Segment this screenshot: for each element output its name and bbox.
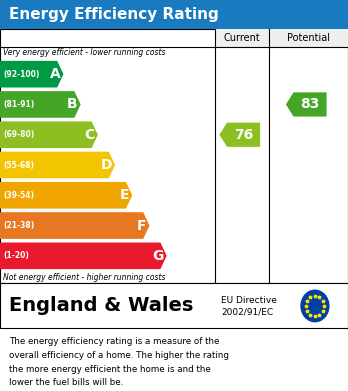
Bar bbox=[215, 29, 348, 47]
Bar bbox=[0, 283, 348, 328]
Text: (39-54): (39-54) bbox=[3, 191, 34, 200]
Text: (21-38): (21-38) bbox=[3, 221, 35, 230]
Polygon shape bbox=[286, 92, 326, 117]
Text: lower the fuel bills will be.: lower the fuel bills will be. bbox=[9, 378, 123, 387]
Text: Not energy efficient - higher running costs: Not energy efficient - higher running co… bbox=[3, 273, 165, 282]
Text: (92-100): (92-100) bbox=[3, 70, 40, 79]
Text: (69-80): (69-80) bbox=[3, 130, 35, 139]
Polygon shape bbox=[0, 212, 150, 239]
Text: A: A bbox=[49, 67, 60, 81]
Bar bbox=[0, 29, 348, 283]
Text: the more energy efficient the home is and the: the more energy efficient the home is an… bbox=[9, 364, 211, 373]
Text: Current: Current bbox=[224, 33, 260, 43]
Text: B: B bbox=[67, 97, 78, 111]
Polygon shape bbox=[0, 122, 98, 148]
Polygon shape bbox=[220, 123, 260, 147]
Bar bbox=[0, 0, 348, 29]
Text: Potential: Potential bbox=[287, 33, 330, 43]
Polygon shape bbox=[0, 182, 132, 208]
Text: (81-91): (81-91) bbox=[3, 100, 35, 109]
Text: D: D bbox=[101, 158, 112, 172]
Text: G: G bbox=[152, 249, 164, 263]
Text: Very energy efficient - lower running costs: Very energy efficient - lower running co… bbox=[3, 48, 165, 57]
Text: 83: 83 bbox=[300, 97, 319, 111]
Text: overall efficiency of a home. The higher the rating: overall efficiency of a home. The higher… bbox=[9, 351, 229, 360]
Polygon shape bbox=[0, 242, 167, 269]
Text: C: C bbox=[85, 128, 95, 142]
Text: England & Wales: England & Wales bbox=[9, 296, 193, 316]
Text: (1-20): (1-20) bbox=[3, 251, 29, 260]
Text: (55-68): (55-68) bbox=[3, 160, 34, 170]
Text: The energy efficiency rating is a measure of the: The energy efficiency rating is a measur… bbox=[9, 337, 219, 346]
Text: 76: 76 bbox=[234, 128, 253, 142]
Text: E: E bbox=[120, 188, 129, 202]
Polygon shape bbox=[0, 61, 63, 88]
Text: Energy Efficiency Rating: Energy Efficiency Rating bbox=[9, 7, 219, 22]
Polygon shape bbox=[0, 91, 81, 118]
Text: F: F bbox=[137, 219, 147, 233]
Text: EU Directive
2002/91/EC: EU Directive 2002/91/EC bbox=[221, 296, 277, 316]
Polygon shape bbox=[0, 152, 115, 178]
Circle shape bbox=[300, 289, 330, 322]
